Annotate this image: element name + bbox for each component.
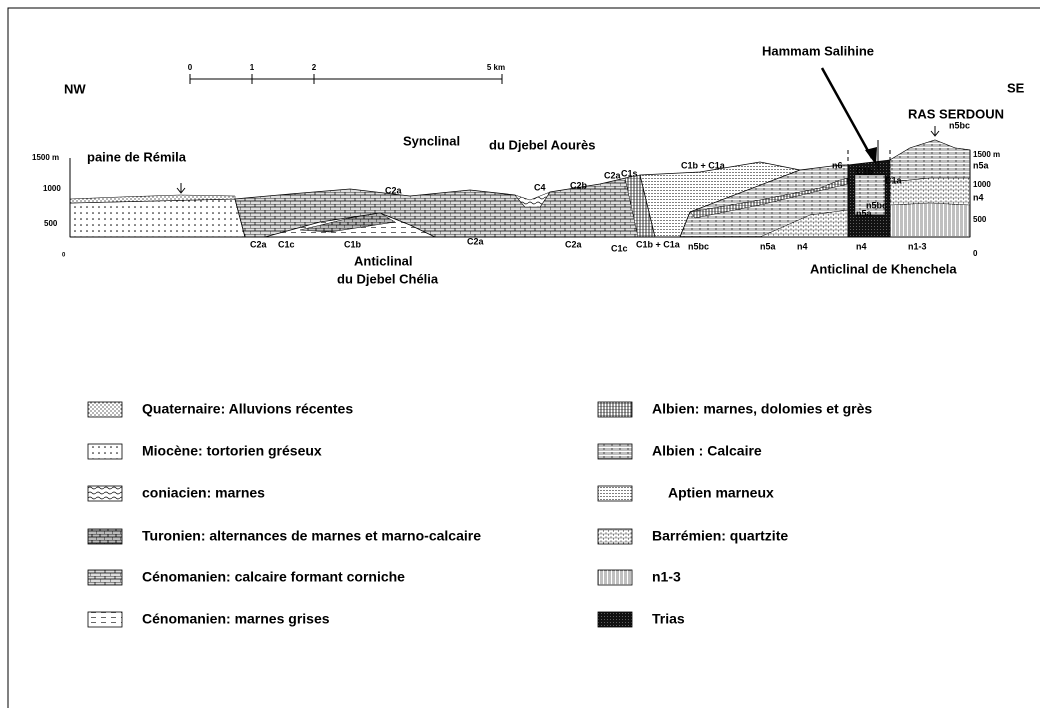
unit-label: C4	[534, 182, 546, 192]
unit-label: C2a	[565, 239, 583, 249]
elevation: 1500 m	[973, 150, 1000, 159]
legend-label: Aptien marneux	[668, 485, 774, 501]
legend-swatch	[87, 611, 123, 628]
miocene	[69, 198, 246, 238]
scale-label: 0	[188, 63, 193, 72]
unit-label: n5bc	[949, 120, 970, 130]
scale-label: 5 km	[487, 63, 505, 72]
place-label: RAS SERDOUN	[908, 106, 1004, 121]
elevation: 1000	[973, 180, 991, 189]
legend-swatch	[87, 528, 123, 545]
legend-swatch	[597, 485, 633, 502]
legend-swatch	[87, 443, 123, 460]
elevation: 0	[973, 249, 978, 258]
place-label: Hammam Salihine	[762, 43, 874, 58]
legend-label: Miocène: tortorien gréseux	[142, 443, 322, 459]
elevation: 500	[973, 215, 987, 224]
n5a	[889, 177, 971, 206]
arrow	[820, 67, 874, 159]
fault	[847, 150, 891, 237]
turonian	[299, 212, 396, 233]
direction: NW	[64, 81, 86, 96]
unit-label: C1c	[611, 243, 628, 253]
cross-section	[69, 67, 971, 238]
unit-label: C2a	[250, 239, 268, 249]
unit-label: C1c	[278, 239, 295, 249]
legend-label: coniacien: marnes	[142, 485, 265, 501]
arrow	[176, 183, 186, 194]
unit-label: C2a	[467, 236, 485, 246]
unit-label: n5a	[973, 160, 990, 170]
unit-label: n4	[856, 241, 867, 251]
edge-line	[69, 150, 971, 237]
legend-swatch	[597, 569, 633, 586]
unit-label: C1b + C1a	[681, 160, 726, 170]
legend-label: Quaternaire: Alluvions récentes	[142, 401, 353, 417]
legend-swatch	[87, 485, 123, 502]
place-label: du Djebel Aourès	[489, 137, 595, 152]
legend-swatch	[87, 569, 123, 586]
unit-label: C1s	[621, 168, 638, 178]
unit-label: C1a	[885, 175, 903, 185]
place-label: Anticlinal de Khenchela	[810, 261, 957, 276]
unit-label: n5a	[760, 241, 777, 251]
legend-swatch	[597, 443, 633, 460]
legend-swatch	[597, 528, 633, 545]
elevation: 500	[44, 219, 58, 228]
place-label: Anticlinal	[354, 253, 413, 268]
legend: Quaternaire: Alluvions récentes Miocène: …	[87, 401, 872, 628]
unit-label: n5bc	[866, 200, 887, 210]
legend-swatch	[597, 401, 633, 418]
unit-label: C2a	[385, 185, 403, 195]
place-label: paine de Rémila	[87, 149, 187, 164]
legend-label: n1-3	[652, 569, 681, 585]
legend-swatch	[87, 401, 123, 418]
place-label: Synclinal	[403, 133, 460, 148]
unit-label: C2a	[604, 170, 622, 180]
unit-label: n5a	[856, 208, 873, 218]
scale-line	[189, 74, 503, 84]
unit-label: n5bc	[688, 241, 709, 251]
legend-label: Albien : Calcaire	[652, 443, 762, 459]
legend-swatch	[597, 611, 633, 628]
albian-block	[854, 174, 886, 216]
scale-bar: 0 1 2 5 km	[188, 63, 505, 84]
unit-label: n1-3	[908, 241, 927, 251]
legend-label: Barrémien: quartzite	[652, 528, 788, 544]
unit-label: n4	[973, 192, 984, 202]
elevation: 1500 m	[32, 153, 59, 162]
coniacian	[514, 191, 551, 208]
arrow	[930, 126, 940, 137]
unit-label: n4	[797, 241, 808, 251]
legend-label: Turonien: alternances de marnes et marno…	[142, 528, 481, 544]
elevation: 0	[62, 253, 66, 259]
unit-label: C2b	[570, 180, 588, 190]
frame	[7, 7, 1040, 708]
scale-label: 2	[312, 63, 317, 72]
place-label: du Djebel Chélia	[337, 271, 439, 286]
legend-label: Cénomanien: marnes grises	[142, 611, 330, 627]
elevation: 1000	[43, 184, 61, 193]
direction: SE	[1007, 80, 1025, 95]
unit-label: n6	[832, 160, 843, 170]
legend-label: Cénomanien: calcaire formant corniche	[142, 569, 405, 585]
legend-label: Trias	[652, 611, 685, 627]
legend-label: Albien: marnes, dolomies et grès	[652, 401, 872, 417]
arrowhead	[865, 147, 877, 165]
unit-label: C1b + C1a	[636, 239, 681, 249]
unit-label: C1b	[856, 166, 874, 176]
unit-label: C1b	[344, 239, 362, 249]
n5bc	[889, 139, 971, 183]
scale-label: 1	[250, 63, 255, 72]
